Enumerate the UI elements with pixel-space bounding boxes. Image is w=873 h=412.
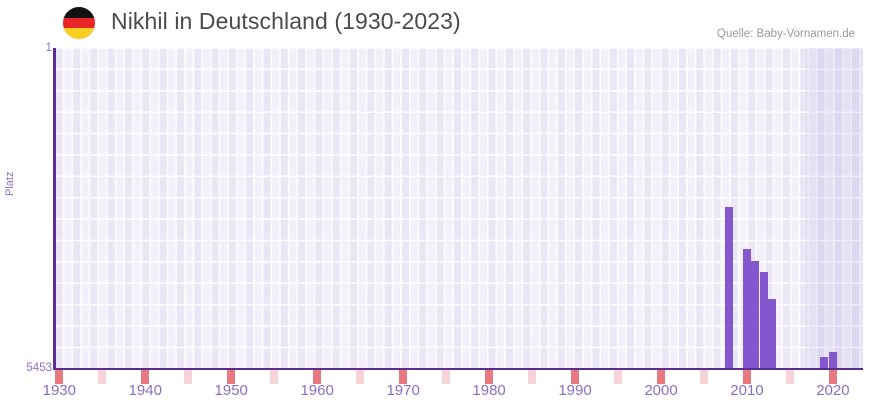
x-axis-half-decade-marker: [441, 370, 450, 384]
plot-future-shaded-region: [806, 48, 863, 369]
x-axis-tick-label: 1940: [128, 382, 162, 399]
bar: [742, 248, 751, 369]
y-axis-tick-bottom: 5453: [26, 362, 52, 374]
x-axis-decade-marker: [226, 370, 236, 384]
x-axis-decade-marker: [484, 370, 493, 384]
bar: [828, 352, 837, 369]
flag-band-gold: [63, 28, 95, 39]
x-axis-half-decade-marker: [269, 370, 279, 384]
x-axis-decade-marker: [828, 370, 837, 384]
x-axis-tick-label: 1960: [300, 382, 334, 399]
x-axis-tick-label: 1950: [214, 382, 248, 399]
plot-area: [53, 48, 863, 370]
bar: [751, 260, 760, 369]
bar: [759, 271, 768, 369]
x-axis-decade-marker: [312, 370, 322, 384]
x-axis-line: [53, 367, 863, 370]
chart-header: Nikhil in Deutschland (1930-2023) Quelle…: [0, 0, 873, 48]
x-axis-tick-label: 2010: [730, 382, 764, 399]
x-axis-half-decade-marker: [785, 370, 794, 384]
flag-band-black: [63, 7, 95, 18]
x-axis-tick-label: 2020: [816, 382, 850, 399]
x-axis-half-decade-marker: [97, 370, 107, 384]
x-axis-decade-marker: [140, 370, 150, 384]
page-title: Nikhil in Deutschland (1930-2023): [111, 8, 461, 34]
x-axis-decade-marker: [742, 370, 751, 384]
bar: [725, 207, 734, 369]
y-axis-tick-top: 1: [45, 42, 52, 54]
x-axis-half-decade-marker: [183, 370, 193, 384]
source-attribution: Quelle: Baby-Vornamen.de: [716, 28, 855, 40]
bar: [820, 357, 829, 369]
x-axis-half-decade-marker: [355, 370, 365, 384]
x-axis-decade-marker: [398, 370, 408, 384]
x-axis-tick-label: 1980: [472, 382, 506, 399]
x-axis-half-decade-marker: [527, 370, 536, 384]
x-axis-decade-marker: [656, 370, 665, 384]
x-axis-half-decade-marker: [613, 370, 622, 384]
x-axis-tick-label: 1990: [558, 382, 592, 399]
y-axis-line: [53, 48, 56, 369]
x-axis-decade-marker: [55, 370, 64, 384]
germany-flag-circle-icon: [63, 7, 95, 39]
x-axis-decade-marker: [570, 370, 579, 384]
y-axis-label: Platz: [4, 171, 16, 196]
x-axis-half-decade-marker: [699, 370, 708, 384]
x-axis-tick-label: 2000: [644, 382, 678, 399]
bar: [768, 299, 777, 369]
x-axis-tick-label: 1930: [42, 382, 76, 399]
flag-band-red: [63, 17, 95, 29]
x-axis-tick-label: 1970: [386, 382, 420, 399]
